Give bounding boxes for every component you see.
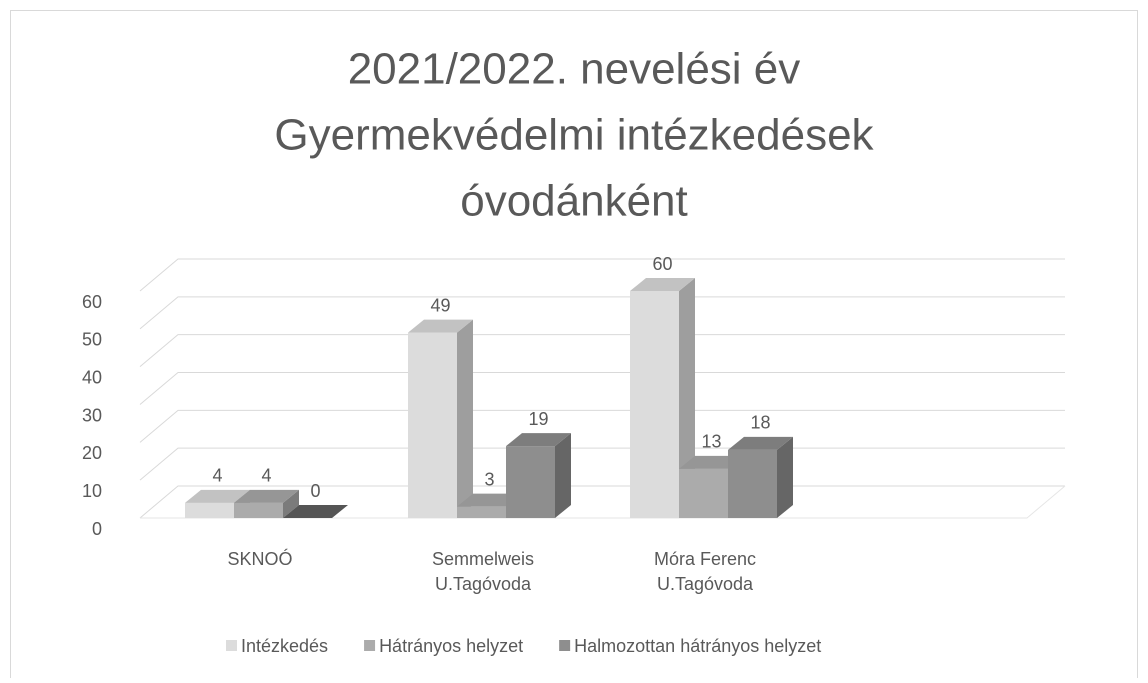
bar [728, 436, 793, 518]
data-label: 4 [261, 466, 271, 486]
data-label: 4 [212, 466, 222, 486]
grid-line [139, 334, 1065, 368]
legend-swatch [364, 640, 376, 651]
bar-top [679, 455, 744, 469]
data-label: 0 [310, 481, 320, 501]
grid-line [139, 296, 1065, 330]
bar [506, 433, 571, 518]
bar-top [630, 278, 695, 291]
bar [630, 278, 695, 518]
bar-top [283, 505, 348, 518]
chart-title: 2021/2022. nevelési év [348, 45, 801, 94]
bar [283, 505, 348, 518]
legend-label: Intézkedés [241, 636, 328, 656]
bar-top [185, 489, 250, 503]
data-label: 19 [528, 409, 548, 429]
y-tick-label: 20 [82, 443, 102, 463]
data-label: 18 [750, 413, 770, 433]
bar-top [728, 436, 793, 450]
y-tick-label: 60 [82, 292, 102, 312]
bar-front [234, 502, 283, 518]
bar-top [234, 489, 299, 503]
bar-front [506, 446, 555, 518]
bar-top [457, 493, 522, 507]
bar-top [408, 319, 473, 333]
bar-front [679, 468, 728, 518]
bar [408, 319, 473, 518]
bar-side [457, 319, 473, 518]
grid-line [139, 372, 1065, 405]
chart-border [10, 10, 1138, 678]
data-label: 3 [484, 469, 494, 489]
bar-side [555, 433, 571, 518]
x-tick-label: SKNOÓ [227, 548, 292, 569]
data-label: 60 [652, 254, 672, 274]
data-label: 13 [701, 432, 721, 452]
bar-front [408, 332, 457, 518]
x-tick-label: Semmelweis U.Tagóvoda [432, 549, 534, 594]
data-label: 49 [430, 295, 450, 315]
legend-label: Halmozottan hátrányos helyzet [574, 636, 821, 656]
y-tick-label: 30 [82, 405, 102, 425]
chart-title: óvodánként [460, 177, 688, 226]
bar-front [185, 502, 234, 518]
bar [234, 489, 299, 518]
grid-line [139, 409, 1065, 443]
chart-title: Gyermekvédelmi intézkedések [274, 111, 874, 160]
y-tick-label: 0 [92, 519, 102, 539]
y-tick-label: 10 [82, 481, 102, 501]
legend-swatch [559, 640, 571, 651]
y-tick-label: 40 [82, 367, 102, 387]
bar-side [679, 278, 695, 518]
bar-front [630, 291, 679, 518]
grid-line [139, 258, 1065, 292]
x-tick-label: Móra Ferenc U.Tagóvoda [654, 549, 756, 594]
bar-side [283, 489, 299, 518]
bar-side [777, 436, 793, 518]
legend-label: Hátrányos helyzet [379, 636, 523, 656]
y-tick-label: 50 [82, 330, 102, 350]
bar-front [728, 449, 777, 518]
bar-front [457, 506, 506, 518]
legend-swatch [226, 640, 237, 651]
bar-top [506, 433, 571, 447]
